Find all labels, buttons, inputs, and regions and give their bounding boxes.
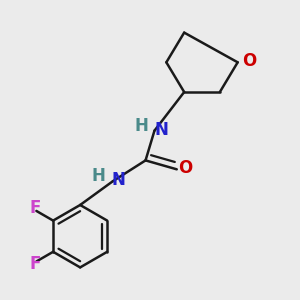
Text: N: N	[112, 171, 126, 189]
Text: F: F	[29, 255, 40, 273]
Text: O: O	[178, 159, 193, 177]
Text: N: N	[155, 121, 169, 139]
Text: F: F	[29, 199, 40, 217]
Text: O: O	[242, 52, 256, 70]
Text: H: H	[134, 117, 148, 135]
Text: H: H	[91, 167, 105, 185]
